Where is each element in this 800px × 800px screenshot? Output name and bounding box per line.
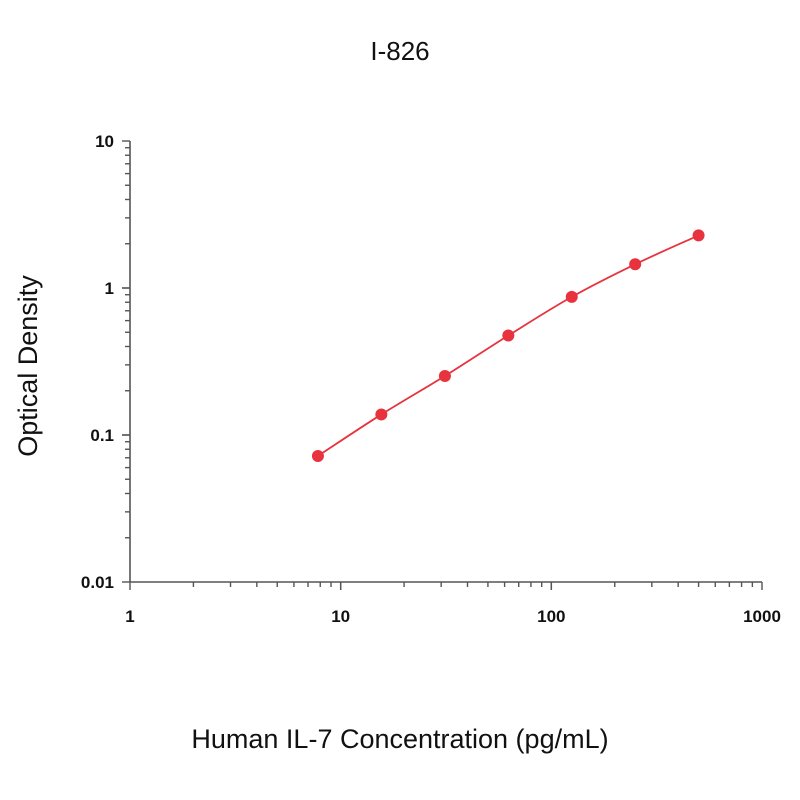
x-tick-label: 1000 bbox=[743, 607, 781, 626]
series-curve bbox=[317, 234, 699, 457]
data-point bbox=[311, 449, 324, 462]
x-tick-label: 10 bbox=[331, 607, 350, 626]
x-axis-label: Human IL-7 Concentration (pg/mL) bbox=[191, 724, 608, 754]
data-point bbox=[692, 229, 705, 242]
series-layer bbox=[311, 229, 705, 462]
data-point bbox=[375, 408, 388, 421]
y-tick-label: 0.01 bbox=[81, 573, 114, 592]
chart-title: I-826 bbox=[370, 36, 429, 66]
y-tick-label: 0.1 bbox=[90, 426, 114, 445]
data-point bbox=[502, 329, 515, 342]
y-axis-label: Optical Density bbox=[13, 275, 43, 457]
x-tick-label: 100 bbox=[537, 607, 565, 626]
axes bbox=[129, 141, 762, 583]
data-point bbox=[438, 369, 451, 382]
data-point bbox=[565, 290, 578, 303]
y-tick-label: 1 bbox=[105, 279, 114, 298]
ticks bbox=[122, 140, 763, 590]
data-point bbox=[629, 258, 642, 271]
x-tick-label: 1 bbox=[125, 607, 134, 626]
tick-labels: 1 10 100 1000 0.01 0.1 1 10 bbox=[81, 132, 781, 626]
y-tick-label: 10 bbox=[95, 132, 114, 151]
